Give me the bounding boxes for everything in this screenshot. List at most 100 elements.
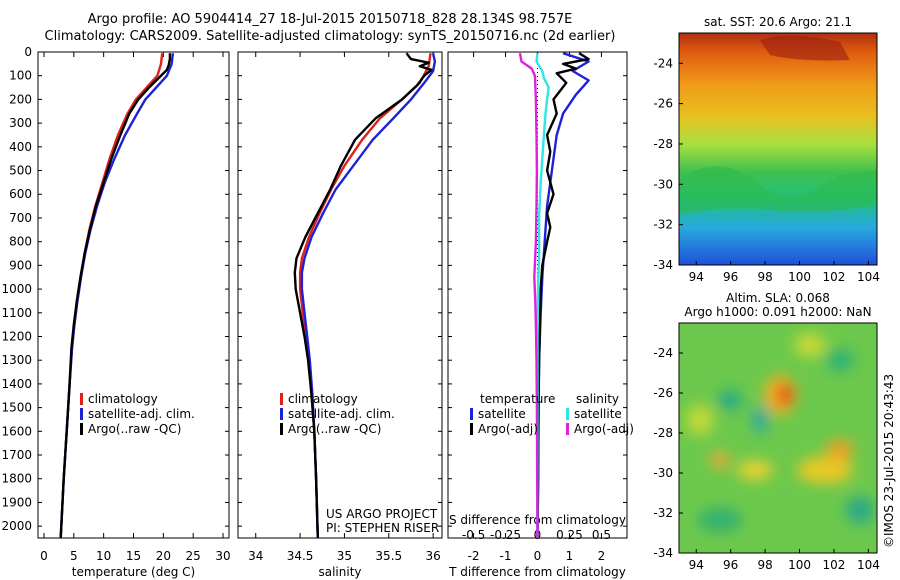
map-y-tick-label: -32 xyxy=(653,218,673,232)
y-tick-label: 800 xyxy=(9,235,32,249)
legend-label: satellite-adj. clim. xyxy=(288,407,395,421)
map-x-tick-label: 104 xyxy=(857,270,880,284)
map-x-tick-label: 98 xyxy=(757,558,772,572)
map-x-tick-label: 104 xyxy=(857,558,880,572)
legend-swatch xyxy=(280,408,283,420)
sla-map xyxy=(679,323,877,553)
x-tick-label: 34 xyxy=(248,549,263,563)
map-x-tick-label: 94 xyxy=(689,558,704,572)
map-x-tick-label: 96 xyxy=(723,558,738,572)
x-tick-label: 30 xyxy=(215,549,230,563)
x-axis-label: T difference from climatology xyxy=(448,565,626,579)
map-x-tick-label: 102 xyxy=(823,270,846,284)
map-frame xyxy=(678,322,878,554)
sst-map-axes: 94 96 98 100 102 104 -24 -26 -28 -30 -32 -34 xyxy=(653,32,880,284)
legend-swatch xyxy=(470,408,473,420)
legend-swatch xyxy=(470,423,473,435)
x-tick-label: 25 xyxy=(186,549,201,563)
legend-swatch xyxy=(566,423,569,435)
map-x-tick-label: 100 xyxy=(788,558,811,572)
plot-frame xyxy=(237,51,443,539)
y-tick-label: 1300 xyxy=(1,353,32,367)
x-axis-label: temperature (deg C) xyxy=(72,565,195,579)
legend-swatch xyxy=(80,408,83,420)
y-tick-label: 400 xyxy=(9,140,32,154)
salinity-panel: 34 34.5 35 35.5 36 salinity climatologysatelli… xyxy=(237,51,443,579)
x-tick-label: -2 xyxy=(468,549,480,563)
series-line-climatology xyxy=(298,53,432,539)
credit-line1: US ARGO PROJECT xyxy=(326,507,438,521)
map-y-tick-label: -24 xyxy=(653,56,673,70)
legend-swatch xyxy=(280,393,283,405)
y-tick-label: 1500 xyxy=(1,401,32,415)
legend-label: Argo(-adj) xyxy=(478,422,538,436)
sst-map xyxy=(679,33,877,265)
credit-line2: PI: STEPHEN RISER xyxy=(326,521,439,535)
x-axis-label: salinity xyxy=(318,565,361,579)
plot-frame xyxy=(37,51,230,539)
x-tick-label: 36 xyxy=(425,549,440,563)
y-tick-label: 1600 xyxy=(1,424,32,438)
y-tick-label: 1400 xyxy=(1,377,32,391)
legend-label: Argo(..raw -QC) xyxy=(288,422,381,436)
legend-swatch xyxy=(80,423,83,435)
legend-label: satellite xyxy=(574,407,622,421)
y-tick-label: 1700 xyxy=(1,448,32,462)
x-tick-label: -1 xyxy=(500,549,512,563)
legend-group-title: temperature xyxy=(480,392,555,406)
series-line-argo-adj- xyxy=(536,52,590,539)
y-tick-label: 300 xyxy=(9,116,32,130)
y-tick-label: 1000 xyxy=(1,282,32,296)
map-x-tick-label: 96 xyxy=(723,270,738,284)
map-y-tick-label: -32 xyxy=(653,506,673,520)
map-y-tick-label: -28 xyxy=(653,137,673,151)
x-tick-label: 0 xyxy=(534,549,542,563)
y-tick-label: 500 xyxy=(9,164,32,178)
x-tick-label: 34.5 xyxy=(287,549,314,563)
sst-map-title: sat. SST: 20.6 Argo: 21.1 xyxy=(704,15,852,29)
y-tick-label: 1200 xyxy=(1,329,32,343)
map-x-tick-label: 98 xyxy=(757,270,772,284)
y-tick-label: 900 xyxy=(9,258,32,272)
legend-label: satellite xyxy=(478,407,526,421)
map-y-tick-label: -24 xyxy=(653,346,673,360)
x2-tick-label: 0.5 xyxy=(592,528,611,542)
map-y-tick-label: -34 xyxy=(653,258,673,272)
legend-label: satellite-adj. clim. xyxy=(88,407,195,421)
y-tick-label: 1100 xyxy=(1,306,32,320)
map-x-tick-label: 94 xyxy=(689,270,704,284)
legend-swatch xyxy=(280,423,283,435)
legend-label: Argo(-adj) xyxy=(574,422,634,436)
sst-field xyxy=(679,33,877,265)
legend-label: climatology xyxy=(288,392,358,406)
y-tick-label: 1800 xyxy=(1,472,32,486)
x2-tick-label: -0.5 xyxy=(462,528,485,542)
sla-anomalies xyxy=(686,333,874,532)
imos-stamp: ©IMOS 23-Jul-2015 20:43:43 xyxy=(882,374,896,548)
figure-title-line2: Climatology: CARS2009. Satellite-adjuste… xyxy=(44,29,616,44)
y-tick-label: 100 xyxy=(9,69,32,83)
x-tick-label: 35.5 xyxy=(375,549,402,563)
map-x-tick-label: 100 xyxy=(788,270,811,284)
map-y-tick-label: -26 xyxy=(653,97,673,111)
x-tick-label: 10 xyxy=(96,549,111,563)
sla-map-title-line2: Argo h1000: 0.091 h2000: NaN xyxy=(684,305,871,319)
map-y-tick-label: -28 xyxy=(653,426,673,440)
y-tick-label: 200 xyxy=(9,92,32,106)
x2-tick-label: 0.25 xyxy=(556,528,583,542)
map-y-tick-label: -30 xyxy=(653,466,673,480)
sst-warm-intrusion xyxy=(679,166,877,215)
x-tick-label: 15 xyxy=(126,549,141,563)
sst-warm-core xyxy=(760,35,850,61)
legend-group-title: salinity xyxy=(576,392,619,406)
figure-title-line1: Argo profile: AO 5904414_27 18-Jul-2015 … xyxy=(87,12,573,27)
y-tick-label: 0 xyxy=(24,45,32,59)
map-y-tick-label: -34 xyxy=(653,546,673,560)
temperature-panel: 0 5 10 15 20 25 30 temperature (deg C) 0 100 200 30… xyxy=(1,45,230,579)
series-line-argo-raw-qc- xyxy=(59,53,172,539)
x-tick-label: 1 xyxy=(566,549,574,563)
legend-swatch xyxy=(566,408,569,420)
y-tick-label: 700 xyxy=(9,211,32,225)
